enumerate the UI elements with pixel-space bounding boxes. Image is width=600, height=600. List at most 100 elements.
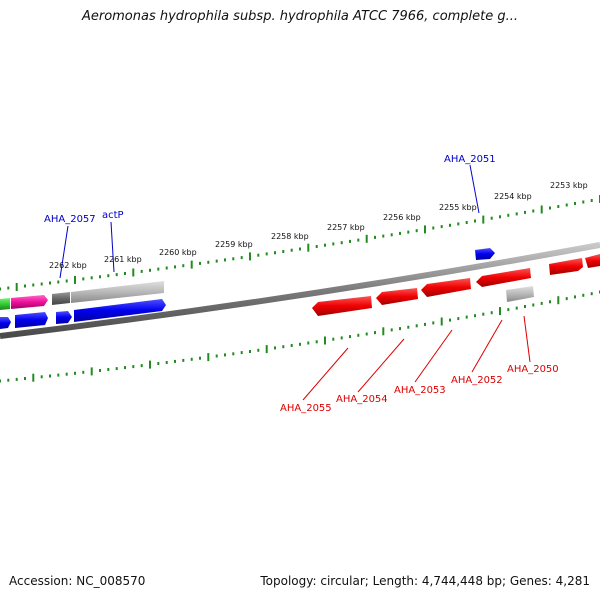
feature-aha-2055[interactable] bbox=[312, 296, 372, 316]
ruler-major-tick bbox=[132, 268, 135, 277]
feature-aha-2052[interactable] bbox=[476, 268, 531, 287]
map-title: Aeromonas hydrophila subsp. hydrophila A… bbox=[81, 9, 519, 24]
ruler-minor-tick bbox=[457, 317, 460, 321]
ruler-minor-tick bbox=[124, 366, 126, 370]
ruler-major-tick bbox=[265, 345, 268, 354]
ruler-minor-tick bbox=[507, 213, 510, 217]
accession-label: Accession: NC_008570 bbox=[9, 574, 146, 588]
ruler-minor-tick bbox=[540, 301, 543, 305]
ruler-major-tick bbox=[249, 252, 251, 261]
gene-label-aha-2054[interactable]: AHA_2054 bbox=[336, 394, 388, 405]
ruler-minor-tick bbox=[282, 345, 285, 349]
ruler-minor-tick bbox=[99, 275, 101, 279]
ruler-minor-tick bbox=[182, 358, 185, 362]
ruler-minor-tick bbox=[449, 223, 451, 227]
gene-label-aha-2055[interactable]: AHA_2055 bbox=[280, 403, 332, 414]
feature-blue-left-3[interactable] bbox=[56, 311, 72, 324]
ruler-minor-tick bbox=[240, 256, 243, 260]
ruler-minor-tick bbox=[549, 206, 551, 210]
ruler-minor-tick bbox=[24, 284, 26, 288]
ruler-minor-tick bbox=[349, 239, 351, 243]
ruler-major-tick bbox=[307, 243, 310, 252]
gene-label-actp[interactable]: actP bbox=[102, 210, 124, 221]
leader-aha-2052 bbox=[471, 319, 503, 373]
feature-green[interactable] bbox=[0, 298, 10, 310]
ruler-minor-tick bbox=[299, 342, 301, 346]
feature-blue-left-2[interactable] bbox=[15, 312, 48, 328]
gene-label-aha-2052[interactable]: AHA_2052 bbox=[451, 375, 503, 386]
feature-aha-2054[interactable] bbox=[376, 288, 418, 305]
feature-red-right-1[interactable] bbox=[549, 258, 583, 275]
ruler-minor-tick bbox=[399, 327, 401, 331]
ruler-major-tick bbox=[499, 307, 501, 316]
ruler-minor-tick bbox=[215, 354, 218, 358]
ruler-major-tick bbox=[207, 353, 210, 362]
feature-aha-2053[interactable] bbox=[421, 278, 471, 297]
gene-label-aha-2051[interactable]: AHA_2051 bbox=[444, 154, 496, 165]
ruler-minor-tick bbox=[590, 292, 593, 296]
ruler-minor-tick bbox=[457, 222, 460, 226]
ruler-minor-tick bbox=[65, 279, 68, 283]
ruler-minor-tick bbox=[465, 221, 468, 224]
ruler-minor-tick bbox=[99, 369, 101, 372]
feature-aha-2057[interactable] bbox=[74, 299, 166, 322]
ruler-minor-tick bbox=[332, 242, 335, 246]
ruler-major-tick bbox=[90, 367, 93, 376]
ruler-label-2258: 2258 kbp bbox=[271, 232, 309, 241]
ruler-minor-tick bbox=[249, 350, 251, 353]
ruler-major-tick bbox=[15, 283, 18, 291]
ruler-major-tick bbox=[482, 215, 485, 224]
ruler-label-2253: 2253 kbp bbox=[550, 181, 588, 190]
ruler-minor-tick bbox=[357, 333, 360, 337]
leader-aha-2051 bbox=[469, 164, 480, 214]
feature-pink[interactable] bbox=[11, 295, 48, 309]
ruler-minor-tick bbox=[140, 269, 143, 273]
ruler-minor-tick bbox=[274, 251, 276, 255]
ruler-label-2255: 2255 kbp bbox=[439, 203, 477, 212]
ruler-major-tick bbox=[74, 275, 76, 284]
leader-aha-2055 bbox=[302, 347, 349, 401]
ruler-minor-tick bbox=[232, 257, 235, 261]
ruler-minor-tick bbox=[515, 212, 518, 216]
ruler-minor-tick bbox=[182, 264, 185, 268]
ruler-minor-tick bbox=[507, 308, 510, 312]
ruler-minor-tick bbox=[15, 377, 18, 381]
ruler-minor-tick bbox=[482, 312, 485, 316]
feature-aha-2050[interactable] bbox=[506, 286, 534, 302]
ruler-label-2259: 2259 kbp bbox=[215, 240, 253, 249]
ruler-minor-tick bbox=[115, 273, 118, 277]
gene-label-aha-2057[interactable]: AHA_2057 bbox=[44, 214, 96, 225]
ruler-minor-tick bbox=[0, 379, 1, 383]
gene-label-aha-2053[interactable]: AHA_2053 bbox=[394, 385, 446, 396]
ruler-minor-tick bbox=[132, 365, 135, 369]
ruler-minor-tick bbox=[215, 259, 218, 263]
ruler-minor-tick bbox=[190, 357, 193, 361]
ruler-minor-tick bbox=[382, 234, 385, 238]
ruler-minor-tick bbox=[499, 215, 501, 219]
ruler-minor-tick bbox=[315, 245, 318, 248]
ruler-minor-tick bbox=[390, 328, 393, 332]
gene-label-aha-2050[interactable]: AHA_2050 bbox=[507, 364, 559, 375]
ruler-minor-tick bbox=[582, 200, 585, 204]
ruler-minor-tick bbox=[574, 202, 576, 205]
ruler-minor-tick bbox=[424, 322, 426, 326]
ruler-minor-tick bbox=[40, 282, 43, 286]
ruler-major-tick bbox=[382, 327, 385, 336]
feature-blue-left-1[interactable] bbox=[0, 317, 11, 329]
ruler-minor-tick bbox=[524, 210, 526, 214]
ruler-minor-tick bbox=[490, 216, 493, 220]
ruler-minor-tick bbox=[107, 274, 110, 278]
feature-dark-gray[interactable] bbox=[52, 292, 70, 305]
feature-actp-gray[interactable] bbox=[71, 281, 164, 303]
ruler-label-2254: 2254 kbp bbox=[494, 192, 532, 201]
ruler-minor-tick bbox=[65, 372, 68, 376]
leader-aha-2054 bbox=[357, 338, 405, 393]
feature-aha-2051[interactable] bbox=[475, 248, 495, 260]
ruler-minor-tick bbox=[524, 305, 526, 308]
ruler-minor-tick bbox=[407, 325, 410, 329]
feature-red-right-2[interactable] bbox=[585, 254, 600, 268]
ruler-minor-tick bbox=[165, 361, 168, 364]
ruler-minor-tick bbox=[574, 295, 576, 299]
ruler-minor-tick bbox=[565, 203, 568, 207]
ruler-label-2262: 2262 kbp bbox=[49, 261, 87, 270]
